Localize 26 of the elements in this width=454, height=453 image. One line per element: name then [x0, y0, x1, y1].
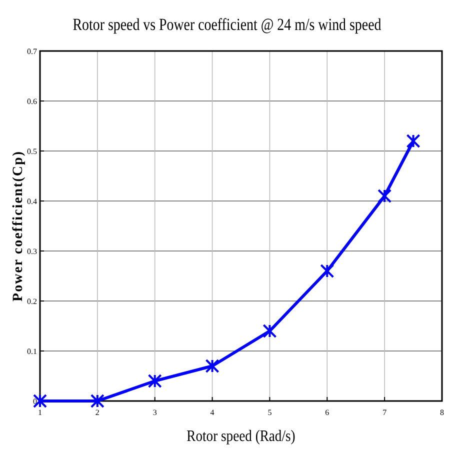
- x-tick-label: 1: [38, 408, 42, 417]
- x-tick-label: 5: [268, 408, 272, 417]
- y-axis-title: Power coefficient(Cp): [11, 150, 26, 302]
- point: [205, 359, 220, 373]
- point: [320, 264, 334, 278]
- y-tick-label: 0.2: [27, 297, 37, 306]
- x-tick-label: 7: [382, 408, 387, 417]
- point: [378, 189, 392, 203]
- y-tick-label: 0: [33, 397, 37, 406]
- x-axis-title: Rotor speed (Rad/s): [186, 428, 296, 446]
- y-tick-label: 0.3: [27, 247, 37, 256]
- x-tick-label: 3: [152, 408, 157, 417]
- chart-title: Rotor speed vs Power coefficient @ 24 m/s wind speed: [72, 16, 382, 34]
- y-tick-label: 0.4: [27, 197, 37, 206]
- x-tick-label: 6: [325, 408, 330, 417]
- point: [262, 324, 277, 338]
- x-tick-label: 2: [95, 408, 100, 417]
- point: [148, 374, 162, 388]
- x-tick-label: 4: [210, 408, 214, 417]
- y-tick-label: 0.7: [27, 47, 37, 56]
- y-tick-label: 0.5: [27, 147, 37, 156]
- y-tick-label: 0.6: [27, 97, 37, 106]
- point: [406, 134, 420, 148]
- point: [90, 394, 104, 408]
- y-tick-label: 0.1: [27, 347, 37, 356]
- x-tick-label: 8: [440, 408, 444, 417]
